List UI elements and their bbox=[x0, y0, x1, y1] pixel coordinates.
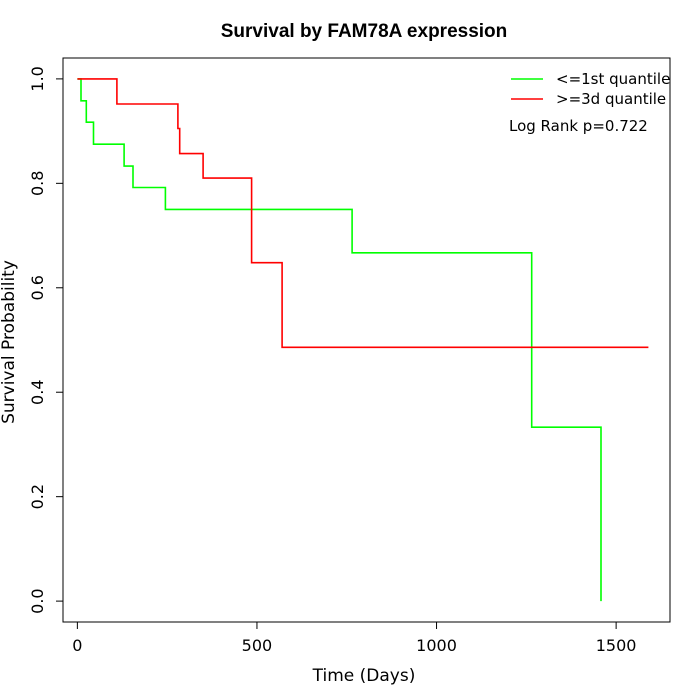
y-axis: 0.0 0.2 0.4 0.6 0.8 1.0 bbox=[28, 66, 64, 614]
x-tick-label: 0 bbox=[72, 636, 82, 655]
series-layer bbox=[77, 78, 649, 602]
legend-label: <=1st quantile bbox=[556, 70, 670, 88]
x-tick-label: 1500 bbox=[596, 636, 637, 655]
x-axis-label: Time (Days) bbox=[312, 666, 416, 686]
chart-title: Survival by FAM78A expression bbox=[221, 21, 508, 42]
y-tick-label: 1.0 bbox=[28, 66, 47, 91]
logrank-annotation: Log Rank p=0.722 bbox=[509, 117, 648, 135]
x-tick-label: 1000 bbox=[416, 636, 457, 655]
y-tick-label: 0.6 bbox=[28, 275, 47, 300]
legend: <=1st quantile >=3d quantile bbox=[511, 70, 670, 108]
legend-label: >=3d quantile bbox=[556, 90, 666, 108]
series-line-2 bbox=[77, 78, 649, 349]
y-tick-label: 0.4 bbox=[28, 379, 47, 404]
y-tick-label: 0.2 bbox=[28, 484, 47, 509]
y-tick-label: 0.8 bbox=[28, 171, 47, 196]
x-axis: 0 500 1000 1500 bbox=[72, 621, 637, 655]
y-axis-label: Survival Probability bbox=[0, 260, 19, 424]
plot-frame bbox=[62, 57, 671, 623]
y-tick-label: 0.0 bbox=[28, 588, 47, 613]
x-tick-label: 500 bbox=[242, 636, 273, 655]
series-line-1 bbox=[77, 78, 602, 602]
